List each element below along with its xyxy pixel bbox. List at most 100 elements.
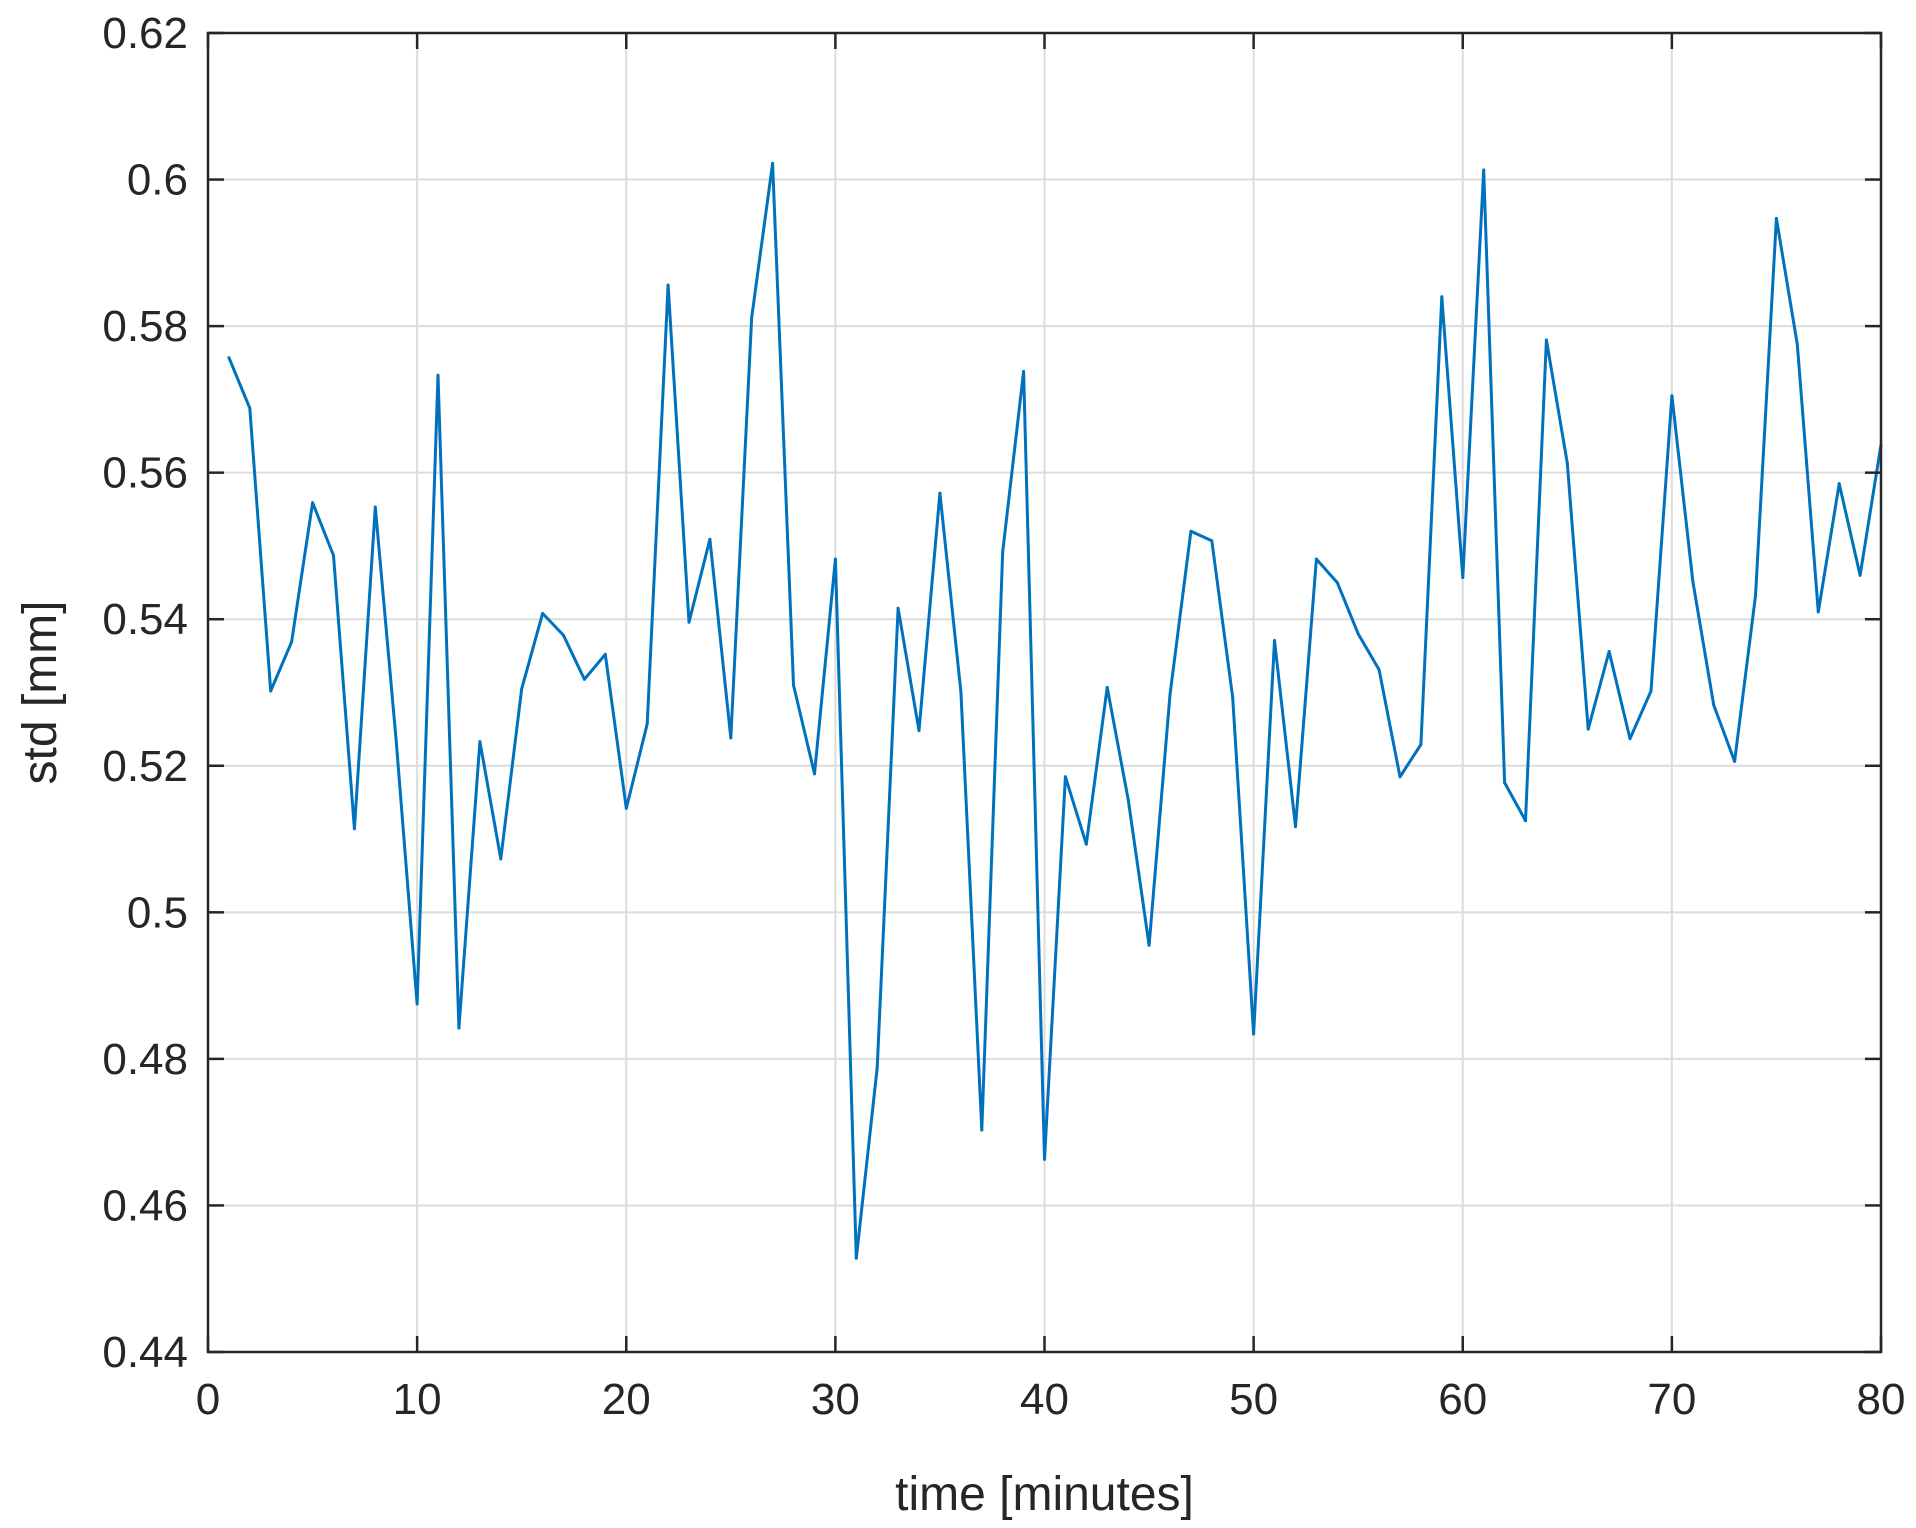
data-point (1168, 693, 1172, 697)
data-point (875, 1066, 879, 1070)
data-point (1733, 759, 1737, 763)
data-point (520, 687, 524, 691)
data-point (1022, 370, 1026, 374)
y-tick-label: 0.56 (102, 449, 188, 498)
data-point (1754, 594, 1758, 598)
data-point (792, 683, 796, 687)
data-point (1084, 842, 1088, 846)
y-tick-label: 0.46 (102, 1181, 188, 1230)
data-point (499, 857, 503, 861)
y-tick-label: 0.48 (102, 1035, 188, 1084)
data-point (1419, 743, 1423, 747)
x-tick-label: 10 (393, 1375, 442, 1424)
data-point (1565, 461, 1569, 465)
data-point (1273, 638, 1277, 642)
x-tick-label: 20 (602, 1375, 651, 1424)
y-tick-label: 0.62 (102, 9, 188, 58)
y-tick-label: 0.5 (127, 888, 188, 937)
data-point (1774, 216, 1778, 220)
data-point (1189, 529, 1193, 533)
y-tick-label: 0.58 (102, 302, 188, 351)
data-point (771, 161, 775, 165)
x-tick-label: 0 (196, 1375, 220, 1424)
data-point (1440, 295, 1444, 299)
data-point (833, 557, 837, 561)
data-point (1858, 573, 1862, 577)
data-point (980, 1128, 984, 1132)
data-point (854, 1256, 858, 1260)
data-point (1398, 775, 1402, 779)
x-tick-label: 80 (1857, 1375, 1906, 1424)
data-point (1670, 394, 1674, 398)
data-point (541, 611, 545, 615)
data-point (1293, 825, 1297, 829)
data-point (1482, 168, 1486, 172)
data-point (1795, 342, 1799, 346)
data-point (1335, 581, 1339, 585)
data-point (1503, 781, 1507, 785)
data-point (290, 640, 294, 644)
data-point (708, 537, 712, 541)
data-point (1231, 696, 1235, 700)
data-point (311, 501, 315, 505)
data-point (1649, 689, 1653, 693)
x-tick-label: 30 (811, 1375, 860, 1424)
data-point (352, 827, 356, 831)
data-point (1607, 649, 1611, 653)
data-point (917, 729, 921, 733)
data-point (1586, 727, 1590, 731)
data-point (896, 606, 900, 610)
data-point (582, 677, 586, 681)
data-point (1377, 668, 1381, 672)
data-point (1001, 550, 1005, 554)
data-point (666, 283, 670, 287)
x-tick-label: 50 (1229, 1375, 1278, 1424)
y-tick-label: 0.54 (102, 595, 188, 644)
data-point (1210, 539, 1214, 543)
data-point (1043, 1157, 1046, 1161)
data-point (1628, 737, 1632, 741)
data-point (394, 739, 398, 743)
x-tick-label: 60 (1438, 1375, 1487, 1424)
data-point (1523, 819, 1527, 823)
data-point (1126, 797, 1130, 801)
data-point (478, 740, 482, 744)
data-point (1544, 338, 1548, 342)
data-point (959, 690, 963, 694)
x-axis-tick-labels: 0 10 20 30 40 50 60 70 80 (196, 1375, 1906, 1424)
y-tick-label: 0.52 (102, 742, 188, 791)
series-layer (227, 161, 1883, 1260)
data-point (1691, 579, 1695, 583)
y-axis-label: std [mm] (14, 600, 67, 784)
data-point (1105, 685, 1109, 689)
data-point (1063, 775, 1067, 779)
data-point (645, 722, 649, 726)
data-point (624, 806, 628, 810)
data-point (248, 406, 252, 410)
data-point (812, 772, 816, 776)
data-point (373, 505, 377, 509)
data-point (1816, 610, 1820, 614)
y-tick-label: 0.6 (127, 156, 188, 205)
data-point (1252, 1032, 1256, 1036)
data-point (1147, 943, 1151, 947)
data-point (1461, 575, 1465, 579)
data-point (750, 315, 754, 319)
data-point (603, 652, 607, 656)
y-tick-label: 0.44 (102, 1328, 188, 1377)
data-point (729, 736, 733, 740)
data-point (938, 491, 942, 495)
data-point (1356, 632, 1360, 636)
series-line (227, 161, 1883, 1260)
data-point (457, 1026, 461, 1030)
x-axis-label: time [minutes] (895, 1468, 1194, 1521)
plot-frame (206, 31, 1883, 1354)
data-point (415, 1002, 419, 1006)
x-tick-label: 70 (1647, 1375, 1696, 1424)
data-point (1314, 557, 1318, 561)
data-point (227, 356, 231, 360)
data-point (436, 373, 440, 377)
data-point (269, 689, 273, 693)
data-point (331, 553, 335, 557)
